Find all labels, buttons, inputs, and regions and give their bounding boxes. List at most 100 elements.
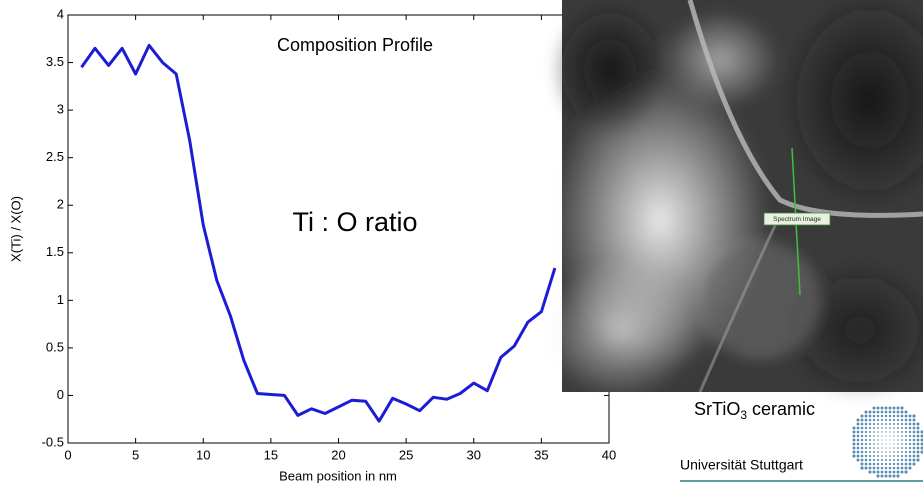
logo-dot [897, 447, 899, 449]
logo-dot [916, 454, 920, 458]
logo-dot [901, 435, 903, 437]
logo-dot [864, 462, 868, 466]
x-tick-label: 35 [534, 447, 548, 462]
logo-dot [880, 470, 884, 474]
logo-dot [888, 414, 892, 418]
logo-dot [885, 443, 887, 445]
logo-dot [856, 458, 860, 462]
logo-dot [856, 418, 860, 422]
logo-dot [873, 451, 875, 453]
logo-dot [885, 435, 887, 437]
logo-dot [881, 431, 883, 433]
formula-subscript: 3 [740, 408, 747, 422]
logo-dot [876, 418, 880, 422]
logo-dot [920, 442, 923, 446]
logo-dot [908, 454, 912, 458]
logo-dot [869, 439, 871, 441]
logo-dot [860, 434, 864, 438]
logo-dot [873, 427, 875, 429]
logo-dot [868, 466, 872, 470]
logo-dot [884, 410, 888, 414]
logo-dot [884, 474, 888, 478]
logo-dot [885, 447, 887, 449]
logo-dot [876, 414, 880, 418]
logo-dot [880, 462, 884, 466]
logo-dot [868, 426, 872, 430]
logo-dot [864, 438, 868, 442]
logo-dot [881, 427, 883, 429]
y-tick-label: 1 [57, 292, 64, 307]
y-tick-label: 1.5 [46, 244, 64, 259]
logo-dot [860, 462, 864, 466]
y-tick-label: 0 [57, 387, 64, 402]
logo-dot [912, 414, 916, 418]
data-line [80, 43, 557, 423]
logo-dot [852, 434, 856, 438]
y-tick-label: 4 [57, 6, 64, 21]
logo-dot [900, 466, 904, 470]
logo-dot [872, 406, 876, 410]
logo-dot [876, 466, 880, 470]
logo-dot [864, 434, 868, 438]
logo-dot [916, 458, 920, 462]
logo-dot [856, 446, 860, 450]
logo-dot [892, 414, 896, 418]
logo-dot [896, 474, 900, 478]
chart-title: Composition Profile [277, 35, 433, 55]
logo-dot [896, 422, 900, 426]
micrograph: Spectrum Image [540, 0, 923, 400]
logo-dot [920, 446, 923, 450]
logo-dot [900, 426, 904, 430]
logo-dot [881, 447, 883, 449]
x-tick-label: 10 [196, 447, 210, 462]
logo-dot [860, 446, 864, 450]
y-tick-label: 3 [57, 102, 64, 117]
logo-dot [860, 450, 864, 454]
logo-dot [856, 434, 860, 438]
logo-dot [912, 438, 916, 442]
logo-dot [912, 458, 916, 462]
logo-dot [908, 450, 912, 454]
logo-dot [856, 442, 860, 446]
logo-dot [892, 418, 896, 422]
logo-dot [869, 447, 871, 449]
logo-dot [864, 454, 868, 458]
logo-dot [877, 431, 879, 433]
annotation: Ti : O ratio [292, 207, 417, 237]
plot-area: -0.500.511.522.533.540 5 10 15 20 25 30 35 40 [42, 6, 617, 462]
logo-dot [908, 438, 912, 442]
logo-dot [872, 418, 876, 422]
logo-dot [876, 422, 880, 426]
logo-dot [904, 430, 908, 434]
logo-dot [912, 422, 916, 426]
logo-dot [912, 418, 916, 422]
logo-dot [885, 451, 887, 453]
logo-dot [916, 446, 920, 450]
logo-dot [880, 474, 884, 478]
logo-dot [888, 466, 892, 470]
logo-dot [904, 434, 908, 438]
logo-dot [873, 439, 875, 441]
y-axis-label: X(Ti) / X(O) [8, 196, 23, 262]
logo-dot [889, 447, 891, 449]
logo-dot [916, 450, 920, 454]
logo-dot [868, 410, 872, 414]
logo-dot [884, 458, 888, 462]
logo-dot [892, 458, 896, 462]
logo-dot [893, 451, 895, 453]
logo-dot [893, 431, 895, 433]
logo-dot [896, 470, 900, 474]
logo-dot [912, 454, 916, 458]
x-axis-label: Beam position in nm [279, 468, 397, 483]
logo-dot [864, 458, 868, 462]
logo-dot [856, 430, 860, 434]
logo-dot [877, 435, 879, 437]
logo-dot [920, 450, 923, 454]
y-tick-label: -0.5 [42, 434, 64, 449]
logo-dot [904, 418, 908, 422]
logo-dot [881, 435, 883, 437]
logo-dot [904, 426, 908, 430]
logo-dot [912, 430, 916, 434]
x-tick-label: 0 [64, 447, 71, 462]
